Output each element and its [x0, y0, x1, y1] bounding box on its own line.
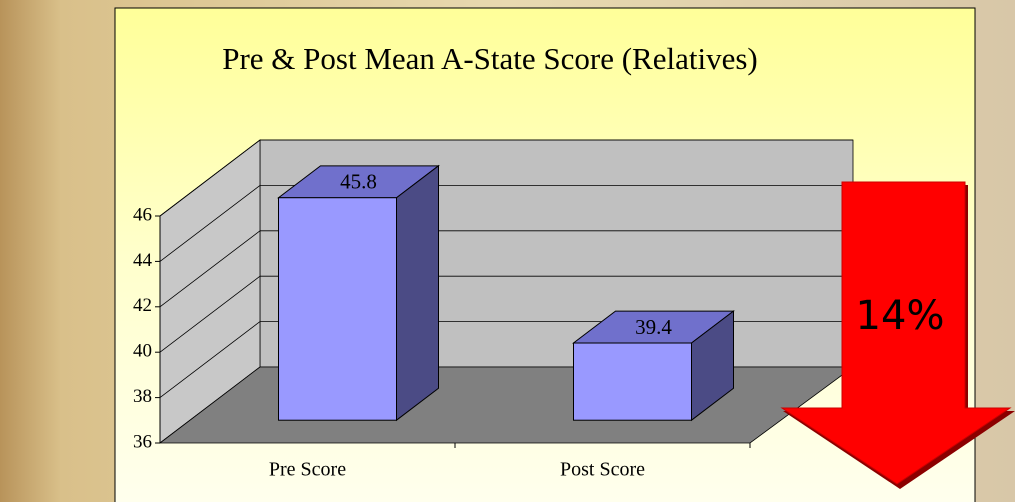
y-tick-label: 38: [133, 386, 152, 407]
y-tick-label: 46: [133, 204, 152, 225]
bar-side: [396, 164, 439, 422]
bar: [573, 342, 692, 421]
annotation: 14%: [856, 293, 945, 339]
grid-line: [159, 185, 261, 262]
y-tick-label: 36: [133, 431, 152, 452]
x-tick-label: Pre Score: [269, 459, 346, 481]
floor: [158, 366, 855, 444]
chart-title: Pre & Post Mean A-State Score (Relatives…: [222, 41, 758, 76]
grid-line: [159, 230, 261, 308]
y-tick-label: 44: [133, 250, 153, 271]
value-label: 39.4: [635, 315, 672, 339]
y-tick-label: 42: [133, 295, 152, 316]
x-tick-label: Post Score: [560, 459, 645, 481]
y-tick-label: 40: [133, 341, 152, 362]
bar: [278, 197, 397, 421]
grid-line: [159, 275, 261, 353]
grid-line: [159, 139, 261, 217]
grid-line: [159, 321, 261, 398]
arrow: [780, 181, 1012, 485]
value-label: 45.8: [340, 170, 377, 194]
